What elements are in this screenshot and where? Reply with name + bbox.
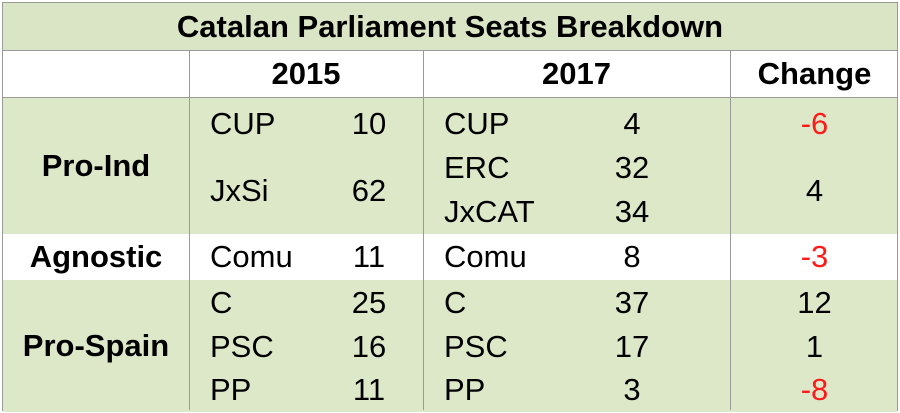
seats-2015-comu: 11	[352, 239, 386, 274]
party-2017-c: C	[444, 285, 467, 320]
change-cup: -6	[800, 106, 829, 141]
party-2017-cup: CUP	[444, 106, 510, 141]
party-2017-pp: PP	[444, 372, 486, 407]
group-pro-spain: Pro-Spain	[22, 328, 170, 363]
party-2015-jxsi: JxSi	[210, 173, 269, 208]
seats-2015-cup: 10	[351, 106, 387, 141]
group-pro-ind: Pro-Ind	[41, 148, 151, 183]
party-2017-jxcat: JxCAT	[444, 194, 535, 229]
seats-2015-c: 25	[351, 285, 387, 320]
table-title: Catalan Parliament Seats Breakdown	[3, 3, 897, 51]
seats-2017-c: 37	[614, 285, 650, 320]
party-2015-cup: CUP	[210, 106, 276, 141]
seats-2015-psc: 16	[351, 329, 387, 364]
party-2017-comu: Comu	[444, 239, 527, 274]
seats-2017-erc: 32	[614, 150, 650, 185]
header-2017: 2017	[542, 56, 611, 91]
party-2017-erc: ERC	[444, 150, 510, 185]
seats-2017-jxcat: 34	[614, 194, 650, 229]
party-2017-psc: PSC	[444, 329, 508, 364]
seats-2015-pp: 11	[352, 372, 386, 407]
seats-2017-comu: 8	[623, 239, 641, 274]
party-2015-comu: Comu	[210, 239, 293, 274]
header-change: Change	[757, 56, 872, 91]
seats-2015-jxsi: 62	[351, 173, 387, 208]
change-comu: -3	[800, 239, 829, 274]
change-psc: 1	[805, 329, 824, 364]
pro-ind-band	[3, 98, 897, 234]
change-c: 12	[797, 285, 832, 320]
seats-2017-pp: 3	[623, 372, 641, 407]
header-divider	[3, 97, 897, 98]
col-divider-3	[730, 51, 731, 410]
party-2015-pp: PP	[210, 372, 252, 407]
header-2015: 2015	[271, 56, 341, 91]
pro-spain-band	[3, 280, 897, 412]
col-divider-1	[189, 51, 190, 410]
group-agnostic: Agnostic	[29, 239, 163, 274]
col-divider-2	[423, 51, 424, 410]
change-pp: -8	[800, 372, 829, 407]
party-2015-c: C	[210, 285, 233, 320]
change-jxsi: 4	[805, 173, 824, 208]
seats-2017-cup: 4	[623, 106, 641, 141]
seats-2017-psc: 17	[614, 329, 650, 364]
party-2015-psc: PSC	[210, 329, 274, 364]
